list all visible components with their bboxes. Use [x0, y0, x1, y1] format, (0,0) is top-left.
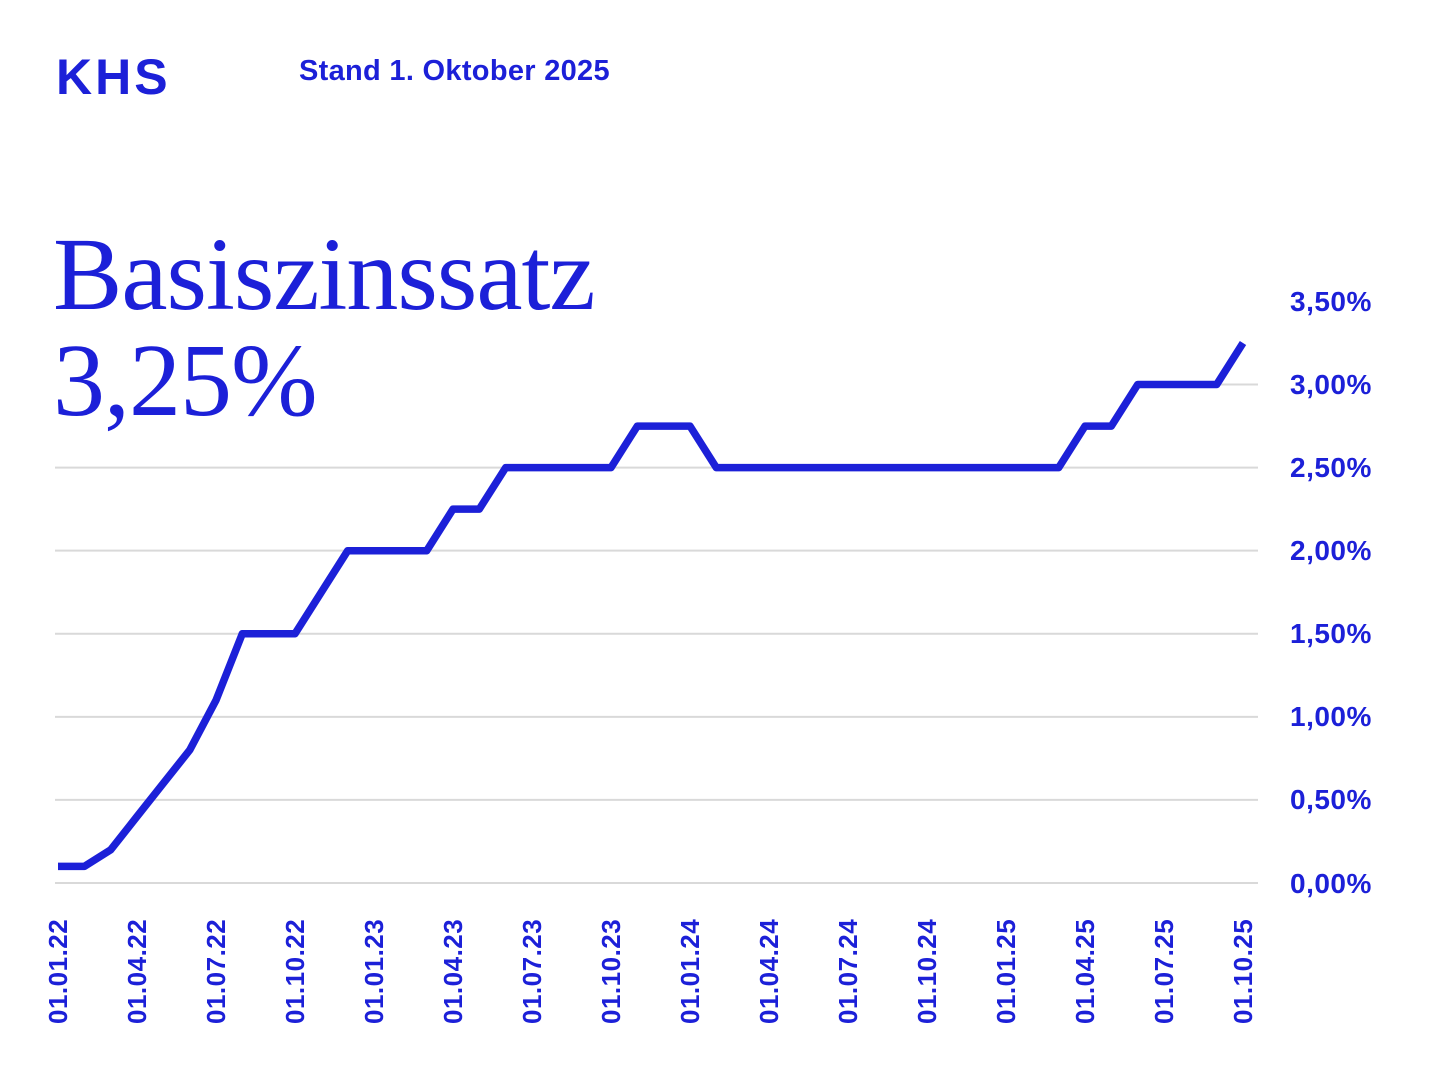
page-title: Basiszinssatz [53, 217, 596, 332]
x-axis-tick-label: 01.04.23 [437, 918, 468, 1024]
khs-logo: KHS [56, 49, 171, 105]
y-axis-tick-label: 0,50% [1290, 784, 1372, 816]
y-axis-tick-label: 1,00% [1290, 701, 1372, 733]
x-axis-tick-label: 01.04.25 [1069, 918, 1100, 1024]
current-rate-value: 3,25% [53, 323, 318, 439]
y-axis-tick-label: 2,50% [1290, 452, 1372, 484]
x-axis-tick-label: 01.10.22 [279, 918, 310, 1024]
y-axis-tick-label: 3,00% [1290, 369, 1372, 401]
y-axis-tick-label: 3,50% [1290, 286, 1372, 317]
rate-line [58, 340, 1247, 871]
x-axis-tick-label: 01.10.25 [1227, 918, 1258, 1024]
x-axis-tick-label: 01.01.23 [358, 918, 389, 1024]
chart-title-block: Basiszinssatz 3,25% [53, 217, 596, 439]
y-axis-tick-label: 1,50% [1290, 618, 1372, 650]
x-axis-tick-label: 01.07.24 [832, 918, 863, 1024]
x-axis-tick-label: 01.04.22 [121, 918, 152, 1024]
x-axis-tick-label: 01.07.25 [1148, 918, 1179, 1024]
x-axis-tick-label: 01.01.24 [674, 918, 705, 1024]
y-axis-tick-label: 2,00% [1290, 535, 1372, 567]
x-axis-tick-label: 01.10.23 [595, 918, 626, 1024]
x-axis-tick-label: 01.07.23 [516, 918, 547, 1024]
x-axis-tick-label: 01.07.22 [200, 918, 231, 1024]
x-axis-tick-label: 01.10.24 [911, 918, 942, 1024]
y-axis-tick-label: 0,00% [1290, 867, 1372, 899]
x-axis-tick-label: 01.04.24 [753, 918, 784, 1024]
x-axis-tick-label: 01.01.22 [43, 918, 73, 1024]
date-status-label: Stand 1. Oktober 2025 [299, 55, 610, 87]
x-axis-tick-label: 01.01.25 [990, 918, 1021, 1024]
